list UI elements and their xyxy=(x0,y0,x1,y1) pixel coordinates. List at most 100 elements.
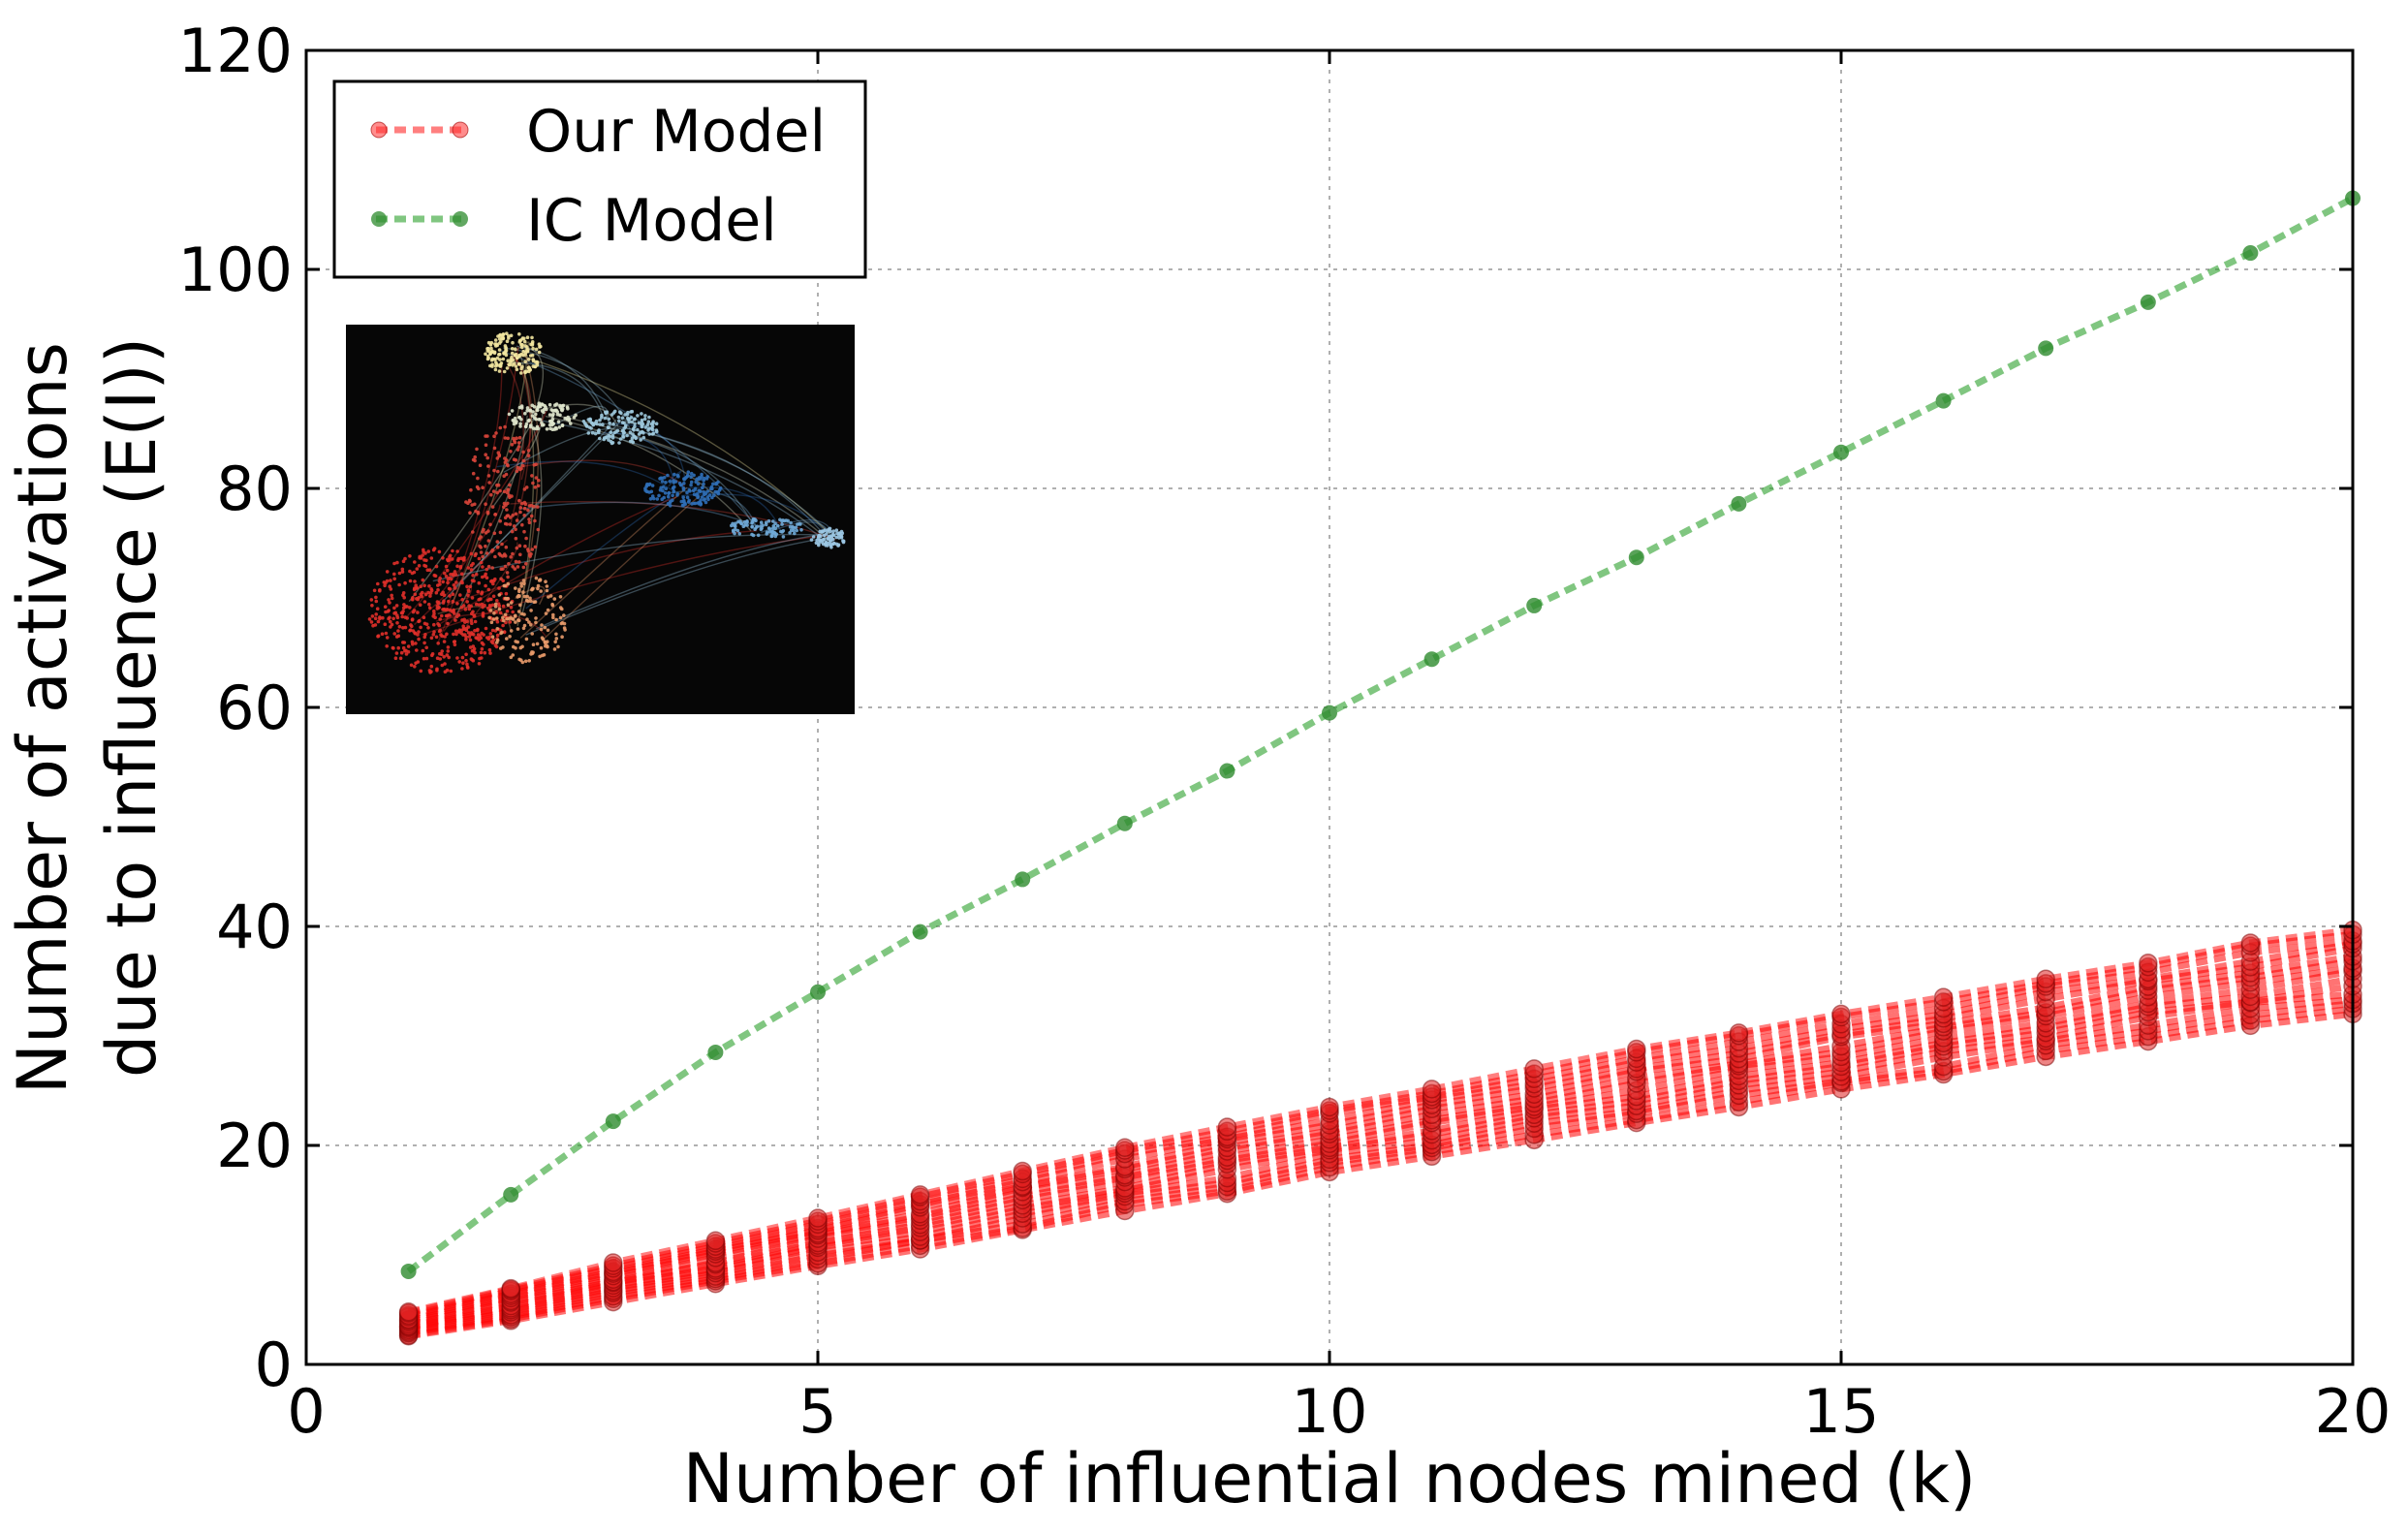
inset-node xyxy=(539,589,543,593)
inset-node xyxy=(413,560,417,564)
inset-node xyxy=(527,659,531,663)
inset-node xyxy=(773,531,777,535)
inset-node xyxy=(789,520,793,525)
inset-node xyxy=(741,524,746,528)
inset-node xyxy=(646,420,651,424)
data-point-ic-model xyxy=(1628,549,1644,566)
inset-node xyxy=(484,352,487,357)
inset-node xyxy=(533,545,538,549)
inset-node xyxy=(668,480,672,484)
inset-node xyxy=(501,567,505,571)
inset-node xyxy=(517,544,522,548)
inset-node xyxy=(556,420,561,424)
inset-node xyxy=(694,480,698,485)
inset-node xyxy=(460,598,465,602)
data-point-our-model xyxy=(2036,969,2055,988)
inset-node xyxy=(380,632,385,636)
inset-node xyxy=(623,424,628,429)
inset-node xyxy=(686,473,690,478)
inset-node xyxy=(504,596,508,601)
inset-node xyxy=(554,632,558,637)
inset-node xyxy=(828,526,832,531)
inset-node xyxy=(829,544,833,548)
y-tick-label: 20 xyxy=(216,1111,293,1181)
inset-node xyxy=(672,472,676,477)
inset-node xyxy=(410,617,415,622)
inset-node xyxy=(489,492,493,497)
inset-edge xyxy=(525,537,828,636)
inset-node xyxy=(481,612,485,617)
inset-node xyxy=(503,612,508,617)
inset-node xyxy=(530,335,534,340)
inset-node xyxy=(415,567,420,571)
inset-edge xyxy=(521,420,543,614)
inset-node xyxy=(830,532,835,537)
inset-node xyxy=(733,531,736,536)
inset-node xyxy=(627,420,632,424)
inset-node xyxy=(410,624,414,629)
inset-node xyxy=(480,591,484,596)
inset-node xyxy=(518,506,523,510)
inset-node xyxy=(530,632,534,636)
inset-node xyxy=(517,498,521,503)
x-tick-label: 0 xyxy=(287,1376,325,1447)
inset-node xyxy=(516,448,520,452)
inset-node xyxy=(527,517,531,521)
inset-node xyxy=(620,421,625,424)
inset-node xyxy=(449,577,453,581)
series-line-our-model xyxy=(407,983,2354,1331)
inset-node xyxy=(706,497,710,502)
inset-node xyxy=(467,604,471,608)
inset-node xyxy=(429,636,434,641)
inset-node xyxy=(480,602,485,607)
inset-node xyxy=(510,494,514,498)
inset-node xyxy=(506,436,510,441)
inset-node xyxy=(507,562,511,566)
inset-node xyxy=(640,418,644,423)
inset-node xyxy=(692,501,696,506)
inset-node xyxy=(609,430,612,435)
inset-node xyxy=(448,613,452,617)
inset-edge xyxy=(520,356,540,606)
inset-node xyxy=(502,618,506,623)
data-point-ic-model xyxy=(2242,245,2259,262)
inset-node xyxy=(367,617,372,621)
inset-node xyxy=(519,342,523,347)
inset-node xyxy=(436,587,440,592)
inset-node xyxy=(369,620,374,624)
inset-node xyxy=(484,572,488,577)
inset-node xyxy=(560,635,564,639)
inset-node xyxy=(538,418,543,422)
inset-node xyxy=(378,615,382,619)
inset-node xyxy=(417,619,421,624)
inset-node xyxy=(494,644,499,649)
inset-node xyxy=(389,587,393,591)
inset-node xyxy=(495,619,500,624)
y-tick-label: 0 xyxy=(255,1330,293,1400)
inset-node xyxy=(431,614,436,618)
inset-node xyxy=(448,587,453,591)
inset-node xyxy=(444,564,449,569)
inset-node xyxy=(436,642,441,645)
inset-node xyxy=(528,423,533,427)
data-point-ic-model xyxy=(1935,392,1952,409)
inset-node xyxy=(390,593,394,598)
inset-node xyxy=(531,364,536,368)
inset-node xyxy=(424,622,429,626)
inset-node xyxy=(529,551,533,556)
inset-node xyxy=(473,619,478,624)
inset-node xyxy=(457,628,462,632)
inset-node xyxy=(484,544,487,548)
inset-node xyxy=(388,615,391,620)
inset-node xyxy=(509,606,514,610)
inset-node xyxy=(771,519,775,523)
inset-node xyxy=(391,616,395,621)
inset-node xyxy=(631,440,636,445)
inset-node xyxy=(491,594,496,599)
inset-node xyxy=(514,364,518,368)
inset-node xyxy=(413,665,417,669)
inset-node xyxy=(494,344,498,348)
inset-node xyxy=(486,564,491,569)
series-line-our-model xyxy=(407,975,2354,1331)
inset-node xyxy=(441,556,445,560)
